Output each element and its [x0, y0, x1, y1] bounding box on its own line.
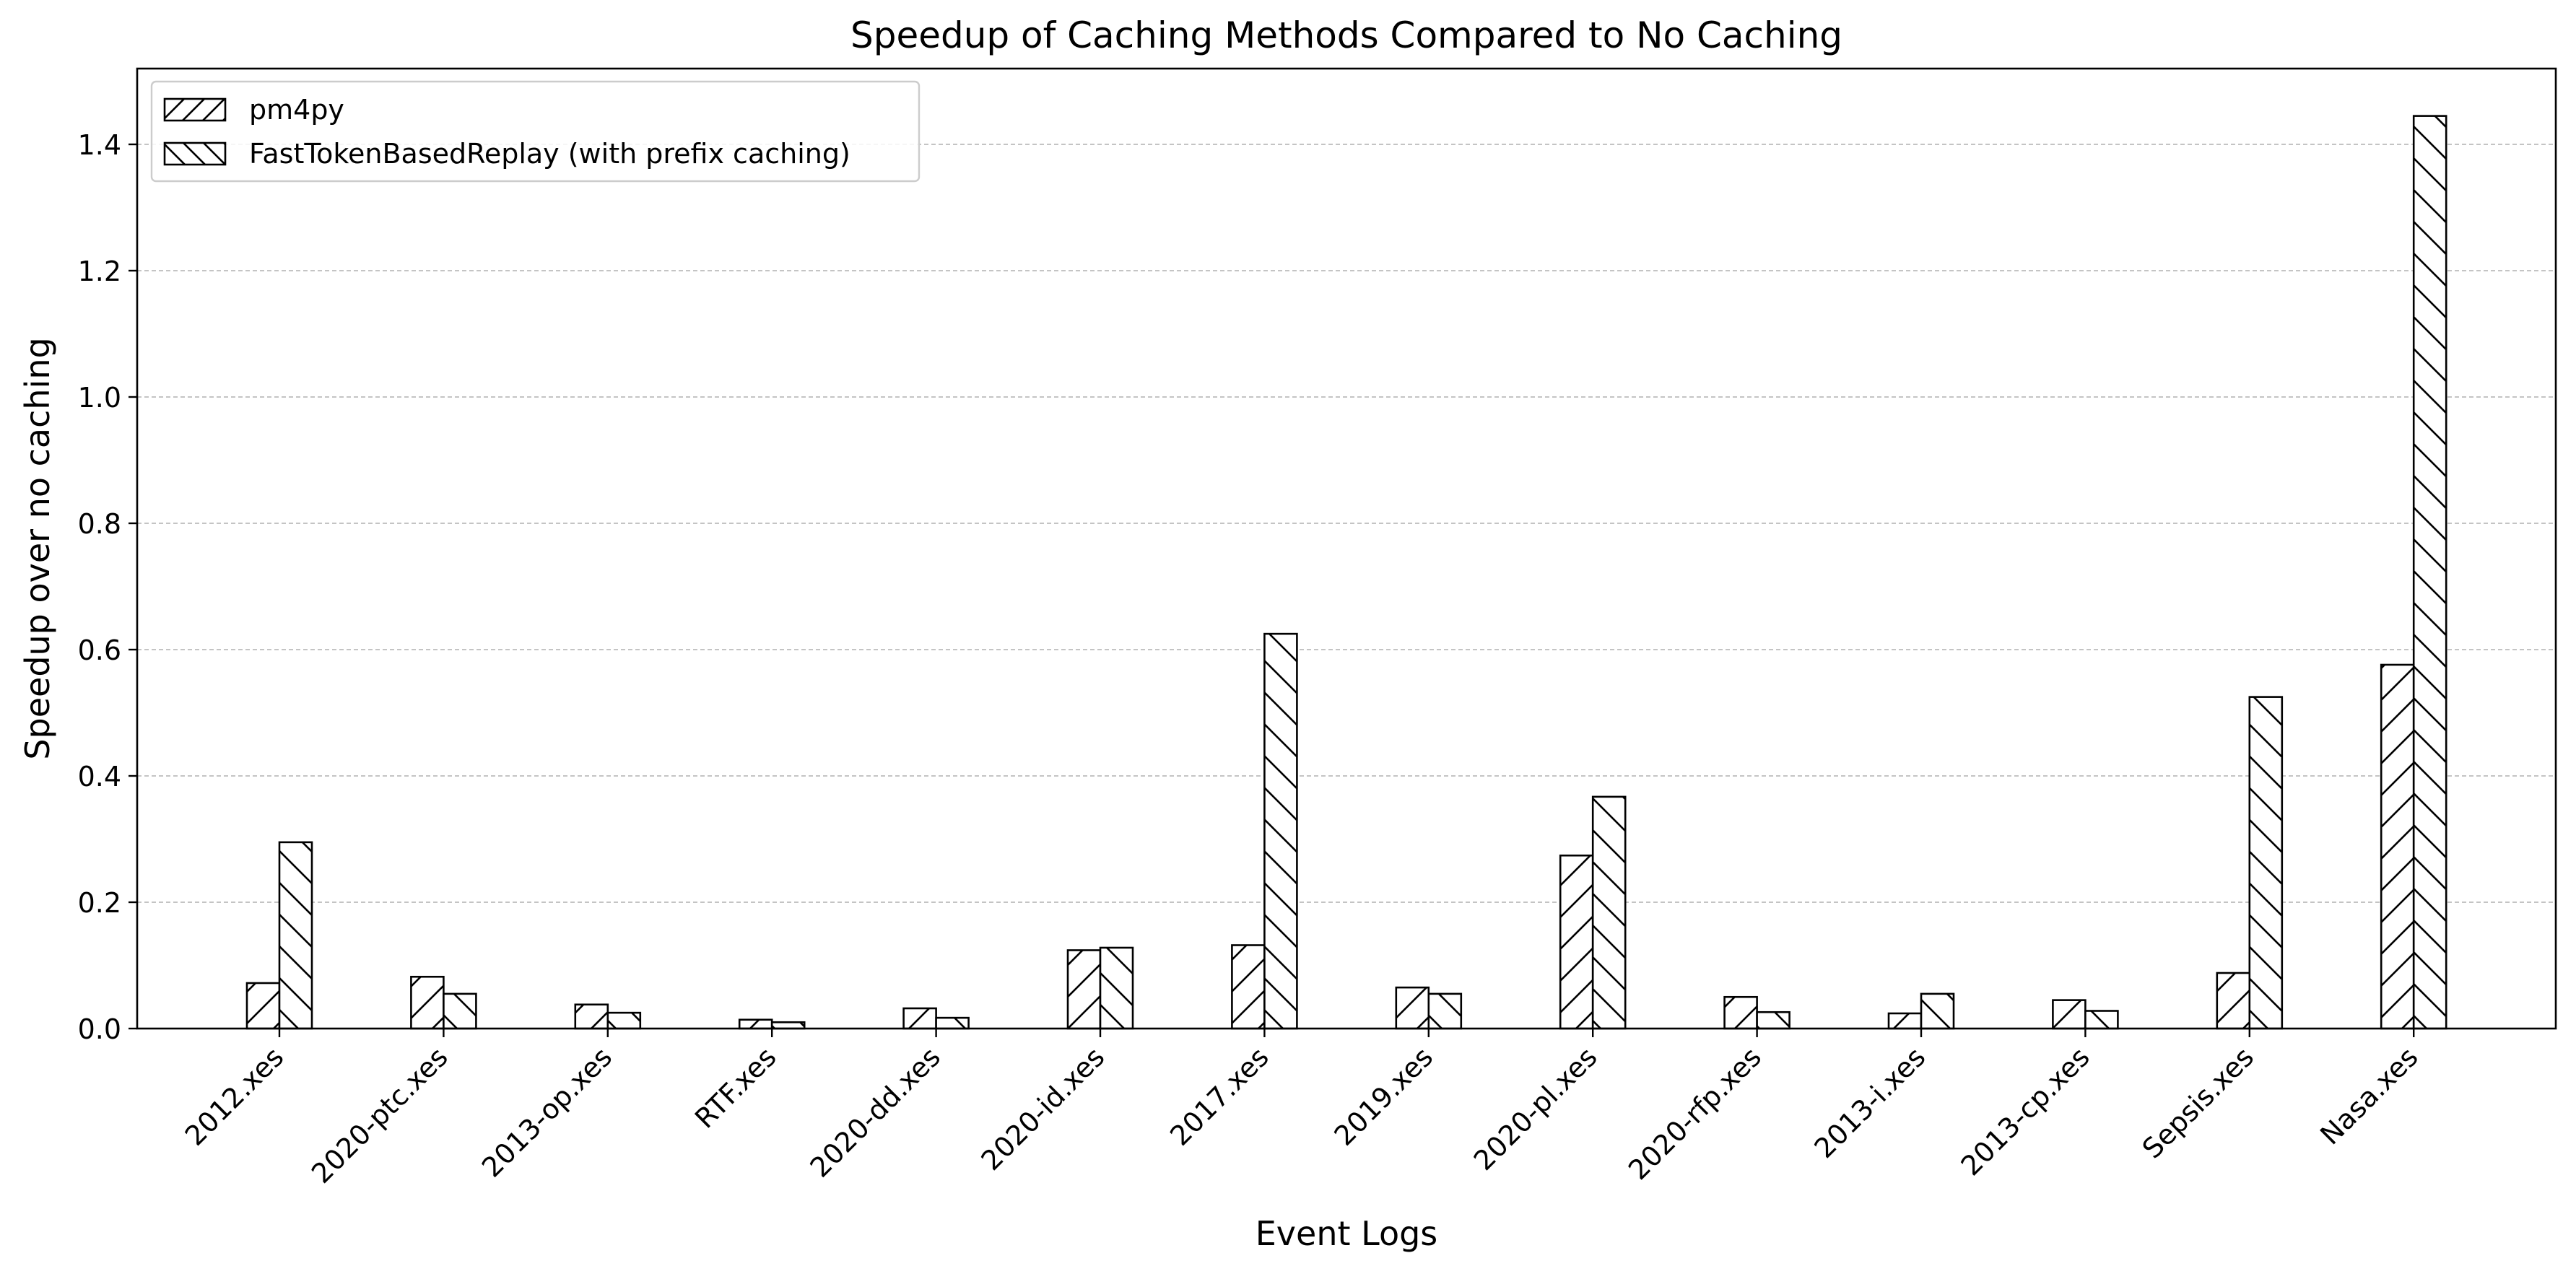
- x-tick-label: 2020-ptc.xes: [305, 1041, 454, 1189]
- bar-fasttokenbasedreplay-2012-xes: [278, 841, 313, 1030]
- bar-fasttokenbasedreplay-2020-ptc-xes: [443, 992, 477, 1030]
- bar-fasttokenbasedreplay-rtf-xes: [770, 1021, 806, 1030]
- legend-swatch-fasttokenbasedreplay: [163, 141, 227, 166]
- bar-fasttokenbasedreplay-nasa-xes: [2412, 115, 2447, 1030]
- x-tick-label: 2019.xes: [1328, 1041, 1440, 1152]
- x-axis: 2012.xes 2020-ptc.xes 2013-op.xes RTF.xes 20…: [179, 1029, 2424, 1189]
- bar-pm4py-2020-dd-xes: [902, 1007, 937, 1030]
- y-tick-label: 0.6: [78, 634, 121, 666]
- y-tick-label: 0.0: [78, 1013, 121, 1045]
- x-tick-label: 2013-cp.xes: [1955, 1041, 2096, 1182]
- bar-fasttokenbasedreplay-2019-xes: [1427, 992, 1463, 1030]
- y-tick-label: 1.4: [78, 129, 121, 161]
- bar-pm4py-nasa-xes: [2380, 663, 2415, 1030]
- chart-title: Speedup of Caching Methods Compared to N…: [850, 14, 1842, 56]
- bar-fasttokenbasedreplay-2013-op-xes: [606, 1011, 642, 1030]
- x-tick-label: 2020-pl.xes: [1468, 1041, 1604, 1177]
- x-tick-label: Sepsis.xes: [2136, 1041, 2260, 1164]
- bar-pm4py-2017-xes: [1231, 944, 1266, 1030]
- x-tick-label: RTF.xes: [689, 1041, 783, 1135]
- bar-fasttokenbasedreplay-2020-rfp-xes: [1756, 1010, 1790, 1030]
- y-axis-label: Speedup over no caching: [18, 337, 57, 759]
- y-tick-label: 1.2: [78, 256, 121, 287]
- bar-pm4py-2020-id-xes: [1066, 949, 1102, 1030]
- legend: pm4py FastTokenBasedReplay (with prefix …: [150, 80, 921, 183]
- gridlines: [137, 144, 2556, 903]
- x-tick-label: 2012.xes: [179, 1041, 290, 1152]
- bar-fasttokenbasedreplay-2013-i-xes: [1920, 992, 1955, 1030]
- y-tick-label: 0.4: [78, 761, 121, 793]
- y-axis: 0.0 0.2 0.4 0.6 0.8 1.0 1.2 1.4: [78, 129, 137, 1045]
- bar-pm4py-2013-cp-xes: [2052, 999, 2087, 1030]
- x-tick-label: Nasa.xes: [2314, 1041, 2424, 1151]
- legend-swatch-pm4py: [163, 97, 227, 122]
- x-tick-label: 2017.xes: [1164, 1041, 1275, 1152]
- bar-pm4py-2013-i-xes: [1887, 1012, 1923, 1030]
- bar-fasttokenbasedreplay-2020-dd-xes: [935, 1016, 970, 1030]
- x-tick-label: 2020-rfp.xes: [1622, 1041, 1767, 1186]
- bar-pm4py-2020-pl-xes: [1559, 854, 1594, 1030]
- bar-pm4py-2013-op-xes: [574, 1003, 609, 1030]
- bar-fasttokenbasedreplay-2017-xes: [1263, 632, 1298, 1030]
- bar-pm4py-2020-ptc-xes: [410, 975, 445, 1030]
- bars: [245, 115, 2447, 1030]
- bar-pm4py-rtf-xes: [738, 1018, 773, 1030]
- x-axis-label: Event Logs: [1256, 1214, 1438, 1253]
- legend-box: [150, 80, 921, 183]
- bar-pm4py-sepsis-xes: [2216, 972, 2251, 1030]
- bar-fasttokenbasedreplay-2013-cp-xes: [2084, 1010, 2119, 1030]
- legend-label-pm4py: pm4py: [249, 94, 344, 126]
- y-tick-label: 1.0: [78, 382, 121, 414]
- bar-fasttokenbasedreplay-2020-pl-xes: [1591, 795, 1627, 1030]
- x-tick-label: 2020-dd.xes: [804, 1041, 947, 1183]
- y-tick-label: 0.8: [78, 508, 121, 540]
- x-tick-label: 2013-op.xes: [476, 1041, 618, 1183]
- bar-pm4py-2020-rfp-xes: [1723, 995, 1758, 1030]
- bar-fasttokenbasedreplay-sepsis-xes: [2248, 696, 2284, 1030]
- bar-fasttokenbasedreplay-2020-id-xes: [1099, 946, 1134, 1030]
- x-tick-label: 2013-i.xes: [1809, 1041, 1932, 1164]
- bar-pm4py-2019-xes: [1395, 986, 1430, 1030]
- plot-frame: [136, 67, 2557, 1030]
- y-tick-label: 0.2: [78, 887, 121, 919]
- legend-label-fasttokenbasedreplay: FastTokenBasedReplay (with prefix cachin…: [249, 138, 850, 170]
- bar-pm4py-2012-xes: [245, 982, 281, 1030]
- x-tick-label: 2020-id.xes: [975, 1041, 1110, 1177]
